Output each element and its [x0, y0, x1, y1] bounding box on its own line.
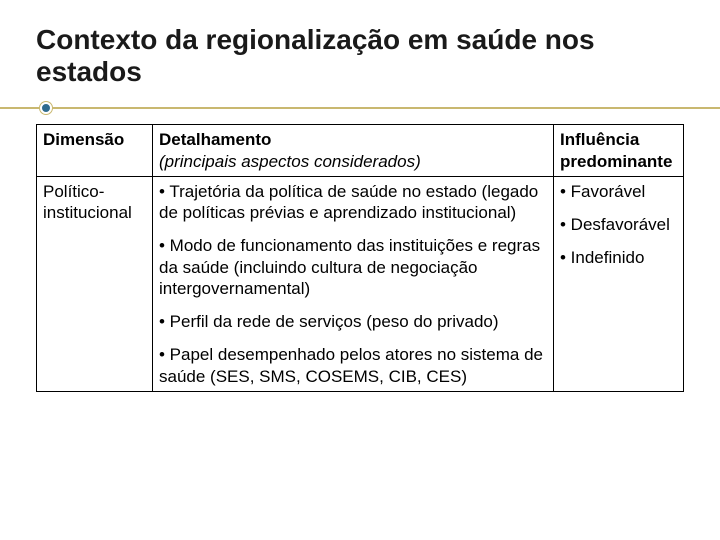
header-detalhamento: Detalhamento (principais aspectos consid…	[153, 125, 554, 177]
header-detalhamento-main: Detalhamento	[159, 130, 271, 149]
bullet-item: • Perfil da rede de serviços (peso do pr…	[159, 311, 547, 332]
influence-item: • Favorável	[560, 181, 677, 202]
slide: Contexto da regionalização em saúde nos …	[0, 0, 720, 412]
cell-detalhamento: • Trajetória da política de saúde no est…	[153, 176, 554, 391]
table-header-row: Dimensão Detalhamento (principais aspect…	[37, 125, 684, 177]
cell-dimensao: Político-institucional	[37, 176, 153, 391]
table-row: Político-institucional • Trajetória da p…	[37, 176, 684, 391]
cell-influencia: • Favorável • Desfavorável • Indefinido	[554, 176, 684, 391]
header-influencia: Influência predominante	[554, 125, 684, 177]
slide-title: Contexto da regionalização em saúde nos …	[36, 24, 684, 88]
bullet-item: • Modo de funcionamento das instituições…	[159, 235, 547, 299]
divider-line	[0, 107, 720, 109]
header-detalhamento-sub: (principais aspectos considerados)	[159, 152, 421, 171]
influence-item: • Desfavorável	[560, 214, 677, 235]
content-table: Dimensão Detalhamento (principais aspect…	[36, 124, 684, 392]
influence-item: • Indefinido	[560, 247, 677, 268]
header-dimensao: Dimensão	[37, 125, 153, 177]
divider-dot-icon	[40, 102, 52, 114]
title-divider	[36, 102, 684, 114]
bullet-item: • Papel desempenhado pelos atores no sis…	[159, 344, 547, 387]
bullet-item: • Trajetória da política de saúde no est…	[159, 181, 547, 224]
